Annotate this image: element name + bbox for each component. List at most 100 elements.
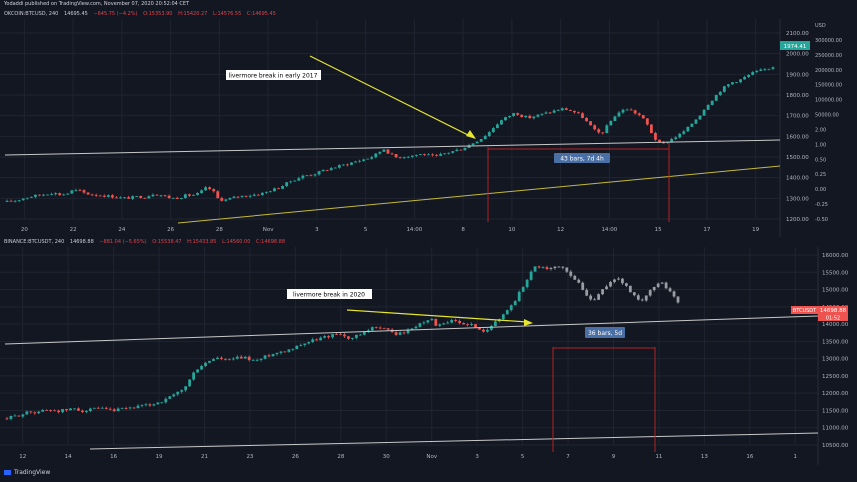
y-tick-label: 13500.00 — [822, 339, 849, 345]
candle-body — [82, 190, 86, 193]
x-tick-label: 11 — [655, 454, 662, 460]
candle-body — [227, 359, 231, 361]
candle-body — [486, 329, 489, 332]
candle-body — [597, 129, 601, 133]
candle-body — [524, 115, 528, 118]
candle-body — [212, 189, 216, 192]
candle-body — [446, 322, 450, 324]
candle-body — [13, 200, 17, 202]
candle-body — [382, 327, 386, 329]
bottom-plot-area — [0, 247, 818, 465]
candle-body — [459, 149, 463, 151]
x-tick-label: 14 — [65, 454, 72, 460]
candle-body — [362, 331, 366, 335]
x-tick-label: Nov — [426, 454, 437, 460]
y-right-tick-label: 250000.00 — [815, 53, 842, 59]
x-tick-label: 26 — [292, 454, 299, 460]
candle-body — [73, 408, 76, 410]
candle-body — [343, 334, 346, 337]
candle-body — [350, 162, 353, 165]
candle-body — [216, 357, 219, 360]
candle-body — [493, 321, 497, 326]
candle-body — [414, 326, 418, 329]
candle-body — [644, 295, 648, 301]
candle-body — [110, 195, 114, 198]
x-tick-label: 3 — [315, 227, 319, 233]
candle-body — [311, 339, 315, 343]
candle-body — [690, 123, 694, 127]
top-chart-pane[interactable]: livermore break in early 2017 43 bars, 7… — [0, 19, 857, 237]
x-tick-label: 14:00 — [601, 227, 617, 233]
candle-body — [516, 113, 520, 115]
top-range-label: 43 bars, 7d 4h — [560, 156, 604, 163]
y-tick-label: 1500.00 — [786, 155, 809, 161]
bottom-last-price: 14698.88 — [69, 239, 94, 245]
candle-body — [66, 193, 70, 195]
candle-body — [175, 197, 179, 200]
candle-body — [438, 324, 442, 326]
candle-body — [726, 84, 730, 87]
candle-body — [557, 266, 561, 268]
bottom-chart-pane[interactable]: livermore break in 2020 36 bars, 5d 1600… — [0, 247, 857, 465]
candle-body — [541, 267, 545, 269]
candle-body — [42, 194, 45, 196]
candle-body — [617, 112, 621, 117]
candle-body — [331, 334, 334, 338]
y-right-tick-label: 50000.00 — [815, 113, 839, 119]
candle-body — [50, 194, 54, 196]
candle-body — [171, 197, 175, 199]
candle-body — [374, 153, 378, 158]
candle-body — [458, 320, 462, 323]
candle-body — [613, 116, 617, 121]
candle-body — [172, 394, 176, 397]
candle-body — [482, 329, 485, 332]
candle-body — [447, 152, 451, 154]
candle-body — [466, 324, 469, 326]
candle-body — [279, 351, 283, 353]
candle-body — [347, 336, 350, 339]
candle-body — [478, 327, 481, 330]
bottom-trendline-upper — [4, 315, 819, 345]
y-tick-label: 2100.00 — [786, 31, 809, 37]
candle-body — [640, 299, 644, 301]
bottom-trendline-lower — [89, 432, 819, 450]
candle-body — [58, 193, 62, 196]
x-tick-label: 5 — [364, 227, 368, 233]
candle-body — [313, 174, 317, 176]
candle-body — [735, 82, 738, 83]
candle-body — [176, 391, 180, 395]
candle-body — [38, 194, 41, 196]
top-callout-box — [226, 70, 321, 80]
candle-body — [358, 334, 362, 336]
candle-body — [264, 191, 268, 193]
candle-body — [410, 155, 414, 157]
candle-body — [323, 336, 327, 338]
candle-body — [537, 266, 541, 268]
top-arrowhead — [466, 130, 476, 139]
candle-body — [81, 410, 84, 413]
candle-body — [763, 69, 767, 71]
candle-body — [648, 290, 652, 296]
candle-body — [549, 268, 553, 269]
candle-body — [561, 266, 565, 268]
footer: TradingView — [4, 467, 50, 479]
candle-body — [25, 411, 29, 415]
candle-body — [427, 154, 430, 156]
candle-body — [70, 190, 74, 194]
candle-body — [156, 402, 160, 405]
candle-body — [200, 366, 203, 370]
candle-body — [512, 113, 516, 117]
candle-body — [291, 349, 295, 350]
candle-body — [256, 194, 260, 196]
candle-body — [329, 168, 333, 171]
top-callout-label: livermore break in early 2017 — [229, 73, 318, 80]
candle-body — [402, 157, 406, 159]
candle-body — [204, 362, 207, 367]
candle-body — [660, 282, 664, 284]
x-tick-label: 7 — [566, 454, 570, 460]
candle-body — [45, 410, 49, 411]
top-callout-arrow — [309, 55, 473, 138]
candle-body — [86, 192, 90, 195]
top-trendline-upper — [4, 139, 781, 156]
y-tick-label: 10500.00 — [822, 443, 849, 449]
